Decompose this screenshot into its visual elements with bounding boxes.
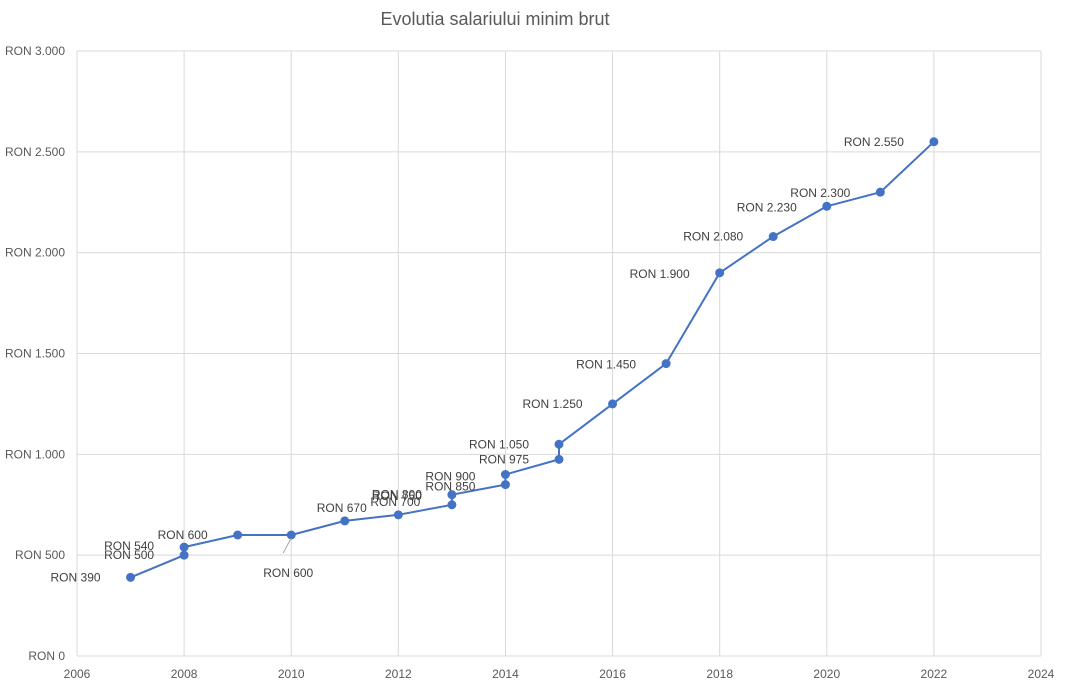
y-tick-label: RON 0 — [28, 649, 65, 663]
data-point — [875, 187, 885, 197]
data-label-leader-line — [282, 537, 292, 554]
data-point — [661, 359, 671, 369]
data-point — [179, 550, 189, 560]
data-label: RON 2.550 — [844, 135, 904, 149]
data-label: RON 900 — [425, 470, 475, 484]
x-tick-label: 2024 — [1028, 667, 1055, 681]
data-label: RON 1.900 — [630, 267, 690, 281]
data-label: RON 975 — [479, 452, 529, 466]
data-label: RON 1.050 — [469, 437, 529, 451]
data-point — [233, 530, 243, 540]
y-tick-label: RON 2.000 — [5, 246, 65, 260]
data-label: RON 600 — [158, 528, 208, 542]
data-point — [340, 516, 350, 526]
data-label: RON 2.300 — [790, 186, 850, 200]
data-label: RON 850 — [425, 480, 475, 494]
y-tick-label: RON 1.500 — [5, 347, 65, 361]
data-point — [286, 530, 296, 540]
y-tick-label: RON 3.000 — [5, 44, 65, 58]
data-label: RON 750 — [372, 489, 422, 503]
y-tick-label: RON 2.500 — [5, 145, 65, 159]
x-tick-label: 2012 — [385, 667, 412, 681]
data-point — [822, 201, 832, 211]
data-label: RON 2.080 — [683, 230, 743, 244]
y-tick-label: RON 1.000 — [5, 447, 65, 461]
data-point — [447, 490, 457, 500]
chart-title: Evolutia salariului minim brut — [380, 9, 609, 29]
data-point — [500, 480, 510, 490]
x-tick-label: 2020 — [813, 667, 840, 681]
x-tick-label: 2016 — [599, 667, 626, 681]
data-point — [126, 572, 136, 582]
y-tick-label: RON 500 — [15, 548, 65, 562]
data-point — [393, 510, 403, 520]
data-point — [554, 439, 564, 449]
data-label: RON 1.450 — [576, 358, 636, 372]
data-label: RON 390 — [51, 570, 101, 584]
data-point — [500, 470, 510, 479]
series-line-layer — [130, 141, 935, 579]
series-line — [130, 141, 935, 579]
data-label: RON 700 — [370, 495, 420, 509]
data-label: RON 540 — [104, 539, 154, 553]
grid — [76, 50, 1042, 657]
x-tick-label: 2022 — [921, 667, 948, 681]
data-label: RON 600 — [263, 566, 313, 580]
data-point — [447, 500, 457, 510]
data-point — [768, 232, 778, 242]
data-label: RON 2.230 — [737, 200, 797, 214]
x-tick-label: 2008 — [171, 667, 198, 681]
data-label: RON 800 — [372, 488, 422, 502]
x-tick-label: 2006 — [64, 667, 91, 681]
data-point — [179, 542, 189, 552]
data-label: RON 1.250 — [523, 397, 583, 411]
data-label: RON 670 — [317, 501, 367, 515]
x-tick-label: 2018 — [706, 667, 733, 681]
data-label: RON 500 — [104, 548, 154, 562]
data-point — [929, 137, 939, 147]
data-point — [608, 399, 618, 409]
x-tick-label: 2010 — [278, 667, 305, 681]
x-tick-label: 2014 — [492, 667, 519, 681]
data-point — [554, 454, 564, 464]
data-point — [715, 268, 725, 278]
data-points — [126, 137, 939, 582]
